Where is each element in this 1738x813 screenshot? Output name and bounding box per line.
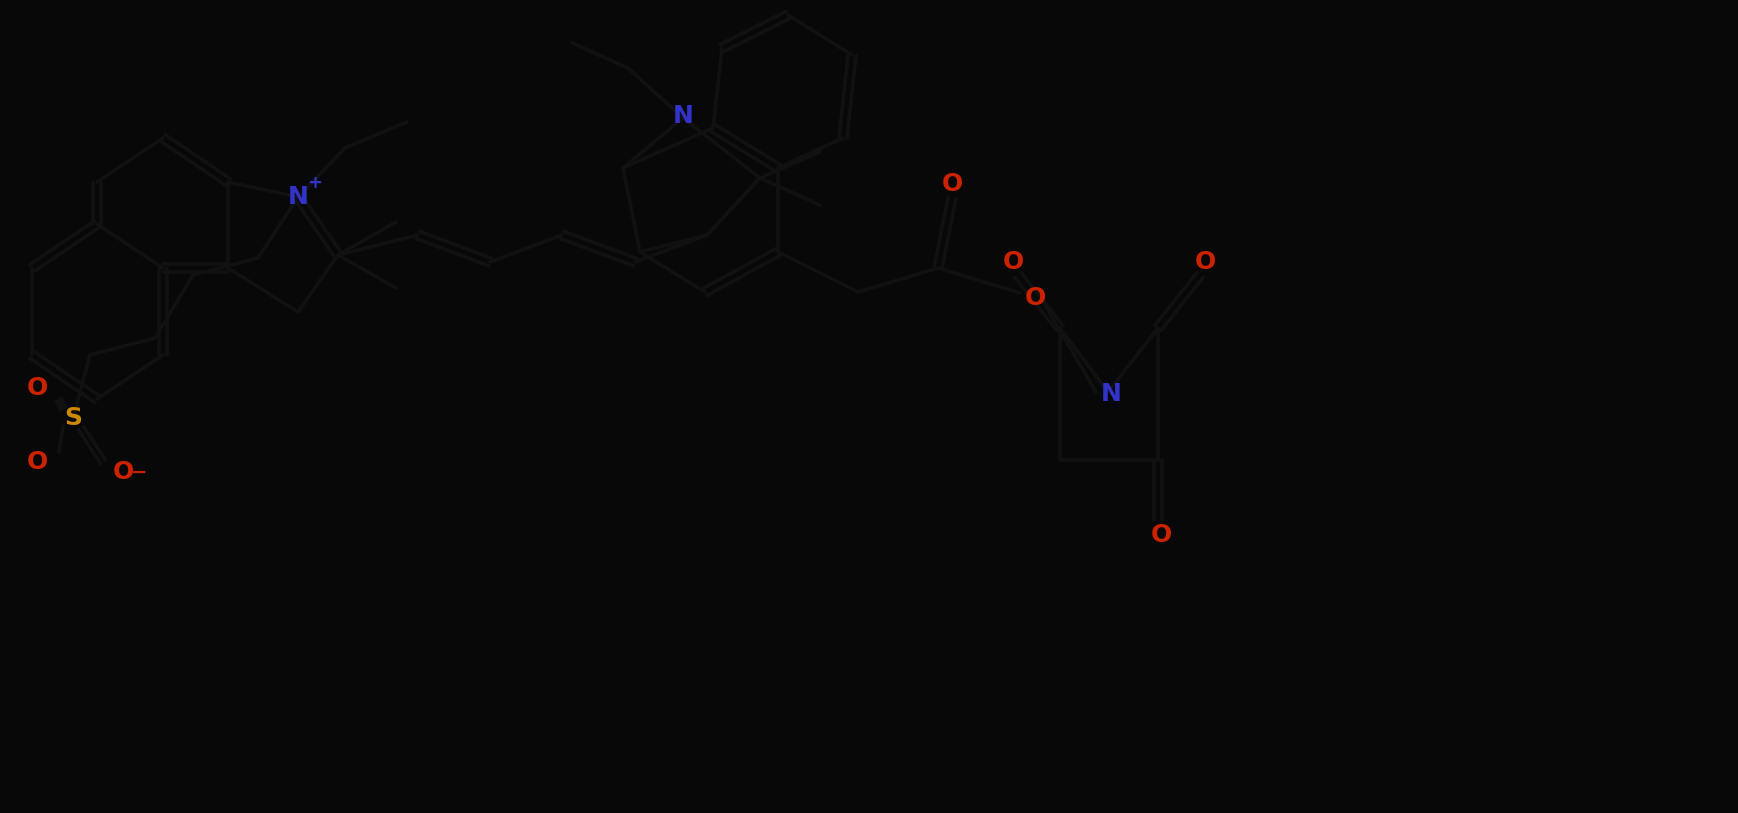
Text: O: O xyxy=(113,460,134,484)
Text: −: − xyxy=(130,463,148,481)
Text: N: N xyxy=(287,185,308,209)
Text: O: O xyxy=(1151,523,1171,547)
Text: +: + xyxy=(308,174,323,192)
Text: O: O xyxy=(942,172,963,196)
Text: N: N xyxy=(1100,382,1121,406)
Text: N: N xyxy=(673,104,693,128)
Text: O: O xyxy=(26,376,47,400)
Text: O: O xyxy=(1024,286,1046,310)
Text: S: S xyxy=(64,406,82,430)
Text: O: O xyxy=(26,450,47,474)
Text: O: O xyxy=(1194,250,1215,274)
Text: O: O xyxy=(1003,250,1024,274)
